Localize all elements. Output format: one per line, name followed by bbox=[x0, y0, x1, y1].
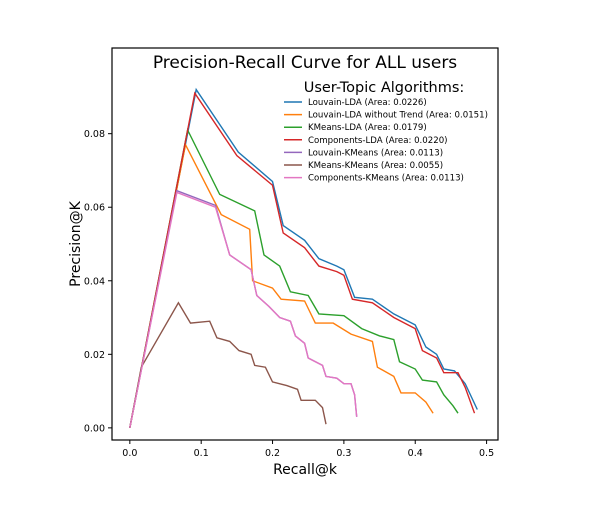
y-tick-label: 0.02 bbox=[84, 350, 105, 361]
plot-frame bbox=[111, 47, 499, 441]
y-tick-label: 0.04 bbox=[84, 276, 105, 287]
legend-entry: Components-KMeans (Area: 0.0113) bbox=[308, 174, 464, 184]
x-tick-label: 0.5 bbox=[479, 448, 494, 459]
x-tick-label: 0.2 bbox=[265, 448, 280, 459]
y-axis-label: Precision@K bbox=[68, 200, 84, 286]
series-line bbox=[129, 191, 358, 429]
legend-entry: Components-LDA (Area: 0.0220) bbox=[308, 136, 448, 146]
legend-entry: Louvain-LDA without Trend (Area: 0.0151) bbox=[308, 111, 488, 121]
legend-entry: Louvain-LDA (Area: 0.0226) bbox=[308, 98, 427, 108]
legend-entry: KMeans-KMeans (Area: 0.0055) bbox=[308, 161, 443, 171]
series-line bbox=[129, 127, 459, 429]
x-tick-label: 0.1 bbox=[194, 448, 209, 459]
x-tick-label: 0.4 bbox=[408, 448, 423, 459]
legend-title: User-Topic Algorithms: bbox=[304, 80, 465, 96]
y-tick-label: 0.00 bbox=[84, 423, 105, 434]
x-axis-label: Recall@k bbox=[273, 462, 338, 478]
y-tick-label: 0.06 bbox=[84, 203, 105, 214]
y-tick-label: 0.08 bbox=[84, 129, 105, 140]
legend-entry: Louvain-KMeans (Area: 0.0113) bbox=[308, 148, 443, 158]
series-line bbox=[129, 142, 434, 429]
series-line bbox=[129, 87, 478, 429]
legend: User-Topic Algorithms: Louvain-LDA (Area… bbox=[284, 80, 488, 184]
series-line bbox=[129, 301, 327, 429]
legend-entry: KMeans-LDA (Area: 0.0179) bbox=[308, 123, 427, 133]
x-tick-label: 0.0 bbox=[122, 448, 137, 459]
series-line bbox=[129, 91, 476, 429]
x-tick-label: 0.3 bbox=[336, 448, 351, 459]
chart-title: Precision-Recall Curve for ALL users bbox=[153, 53, 457, 73]
